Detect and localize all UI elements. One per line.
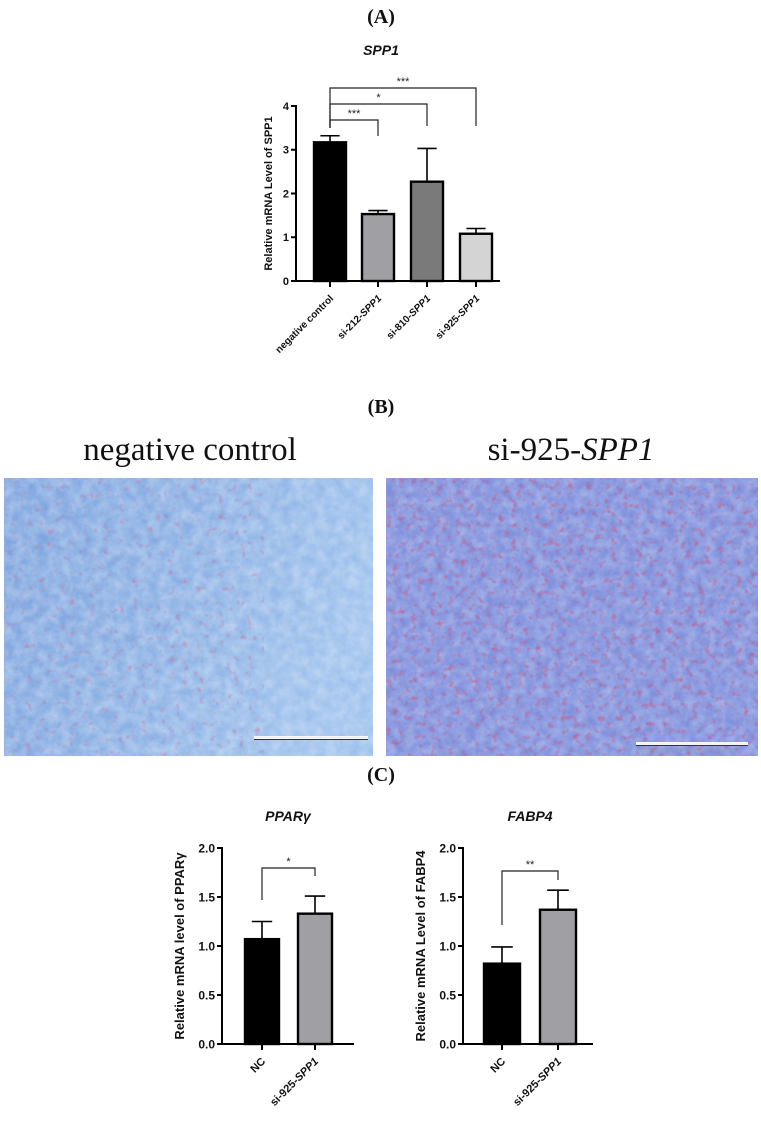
svg-text:2.0: 2.0 (198, 841, 215, 855)
micrograph-right-title-italic: SPP1 (581, 432, 655, 468)
significance-marker: ** (526, 859, 535, 871)
scale-bar (254, 736, 368, 739)
chart-a: 0 1 2 3 4 negative control si-212-SPP1si-810-S… (263, 76, 500, 356)
panel-label-a: (A) (367, 6, 395, 28)
bar-0 (312, 141, 348, 283)
scale-bar (636, 742, 748, 745)
svg-text:0.0: 0.0 (198, 1037, 215, 1051)
chart-a-title: SPP1 (363, 42, 399, 58)
svg-text:1.0: 1.0 (439, 939, 456, 953)
y-axis-label: Relative mRNA level of PPARγ (172, 852, 187, 1040)
bar-1 (538, 908, 578, 1046)
svg-text:3: 3 (283, 145, 289, 157)
micrograph-left-title-text: negative control (83, 432, 297, 468)
x-tick-label: si-925-SPP1 (434, 293, 483, 342)
svg-text:2.0: 2.0 (439, 841, 456, 855)
micrograph-negative-control (4, 478, 373, 756)
significance-marker: *** (348, 108, 362, 120)
micrograph-left-title: negative control (0, 432, 380, 469)
x-tick-label: NC (248, 1056, 268, 1076)
svg-text:2: 2 (283, 188, 289, 200)
micrograph-right-title-text: si-925- (487, 432, 582, 468)
bar-3 (458, 232, 494, 283)
x-tick-label: si-810-SPP1 (385, 293, 434, 342)
micrograph-negative-control-image (4, 478, 373, 756)
chart-c-left-title: PPARγ (265, 808, 311, 824)
bar-2 (409, 180, 445, 283)
y-axis-label: Relative mRNA Level of FABP4 (413, 850, 428, 1042)
svg-text:1.0: 1.0 (198, 939, 215, 953)
micrograph-si-925-spp1-image (386, 478, 758, 756)
x-tick-label: NC (488, 1056, 508, 1076)
bar-0 (243, 937, 281, 1046)
micrograph-right-title: si-925-SPP1 (381, 432, 761, 469)
significance-marker: *** (397, 76, 411, 88)
chart-c-right-title: FABP4 (507, 808, 553, 824)
x-tick-label: si-212-SPP1 (336, 293, 385, 342)
x-tick-label: si-925-SPP1 (268, 1056, 321, 1109)
panel-label-b: (B) (367, 396, 395, 418)
svg-text:1.5: 1.5 (198, 890, 215, 904)
micrograph-si-925-spp1 (386, 478, 758, 756)
panel-label-c: (C) (367, 764, 395, 786)
significance-marker: * (376, 92, 381, 104)
significance-marker: * (286, 856, 291, 868)
bar-chart-A: 0 1 2 3 4 negative control si-212-SPP1si-810-S… (263, 76, 500, 356)
x-tick-label: si-925-SPP1 (511, 1056, 564, 1109)
svg-text:4: 4 (283, 101, 290, 113)
bar-0 (482, 962, 522, 1046)
y-axis-label: Relative mRNA Level of SPP1 (263, 116, 275, 270)
svg-text:1.5: 1.5 (439, 890, 456, 904)
bar-1 (360, 212, 396, 283)
svg-text:0.5: 0.5 (198, 988, 215, 1002)
svg-text:0: 0 (283, 276, 289, 288)
x-tick-label: negative control (274, 293, 337, 356)
svg-text:1: 1 (283, 232, 289, 244)
svg-text:0.5: 0.5 (439, 988, 456, 1002)
bar-1 (296, 912, 334, 1046)
svg-text:0.0: 0.0 (439, 1037, 456, 1051)
